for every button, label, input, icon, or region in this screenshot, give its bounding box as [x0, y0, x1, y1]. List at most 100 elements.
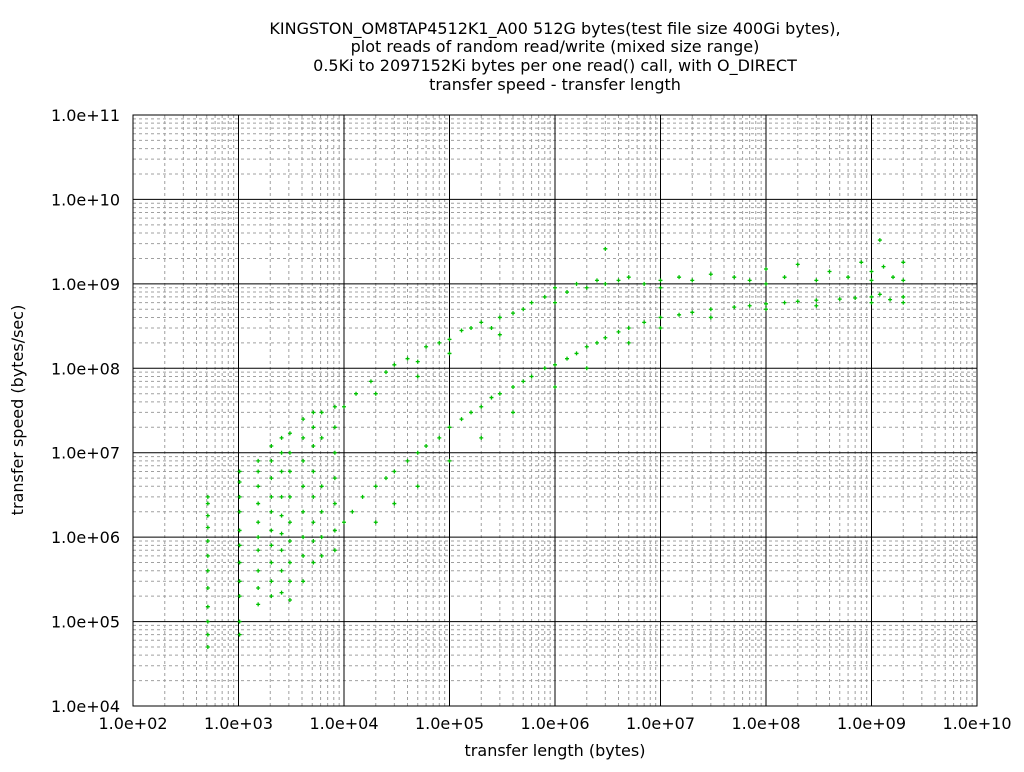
data-point [279, 469, 284, 474]
data-point [237, 509, 242, 514]
y-tick-label: 1.0e+05 [51, 613, 120, 632]
data-point [279, 590, 284, 595]
data-point [287, 494, 292, 499]
data-point [642, 320, 647, 325]
data-point [565, 356, 570, 361]
data-point [287, 579, 292, 584]
data-point [603, 246, 608, 251]
data-point [237, 479, 242, 484]
data-point [237, 543, 242, 548]
data-point [603, 281, 608, 286]
data-point [205, 585, 210, 590]
data-point [405, 356, 410, 361]
data-point [205, 494, 210, 499]
data-point [311, 560, 316, 565]
data-point [853, 295, 858, 300]
data-point [814, 298, 819, 303]
data-point [205, 513, 210, 518]
data-point [311, 425, 316, 430]
data-point [690, 310, 695, 315]
data-point [658, 285, 663, 290]
title-line-3: 0.5Ki to 2097152Ki bytes per one read() … [313, 56, 797, 76]
grid [132, 114, 978, 707]
data-point [205, 501, 210, 506]
data-point [459, 417, 464, 422]
data-point [319, 535, 324, 540]
data-point [301, 579, 306, 584]
data-point [332, 501, 337, 506]
data-point [311, 520, 316, 525]
data-point [677, 275, 682, 280]
data-point [269, 444, 274, 449]
data-point [342, 404, 346, 409]
data-point [256, 602, 261, 607]
data-point [795, 299, 800, 304]
data-point [256, 568, 261, 573]
data-point [415, 484, 420, 489]
data-point [658, 278, 663, 283]
data-point [373, 484, 378, 489]
data-point [732, 305, 737, 310]
data-point [360, 494, 365, 499]
data-point [888, 297, 893, 302]
data-point [269, 494, 274, 499]
data-point [782, 300, 787, 305]
data-point [708, 315, 713, 320]
data-point [747, 303, 752, 308]
data-point [437, 435, 442, 440]
data-point [782, 275, 787, 280]
data-point [603, 335, 608, 340]
data-point [287, 560, 292, 565]
plot-frame [132, 114, 978, 707]
data-point [447, 458, 452, 463]
data-point [205, 553, 210, 558]
x-tick-label: 1.0e+10 [942, 714, 1011, 733]
data-point [237, 494, 242, 499]
y-tick-label: 1.0e+10 [51, 190, 120, 209]
data-point [642, 281, 647, 286]
x-tick-label: 1.0e+05 [415, 714, 484, 733]
data-point [205, 568, 210, 573]
data-point [497, 391, 502, 396]
data-point [708, 307, 713, 312]
data-point [869, 294, 874, 299]
data-point [901, 278, 906, 283]
data-point [311, 444, 316, 449]
data-point [869, 269, 874, 274]
data-point [479, 404, 484, 409]
data-point [256, 535, 261, 540]
data-point [795, 262, 800, 267]
data-point [354, 391, 359, 396]
data-point [479, 320, 484, 325]
data-point [279, 531, 284, 536]
data-point [877, 238, 882, 243]
data-point [616, 329, 621, 334]
data-point [287, 598, 292, 603]
data-point [415, 359, 420, 364]
data-point [511, 385, 516, 390]
data-point [521, 307, 526, 312]
data-point [764, 307, 768, 312]
data-point [584, 285, 589, 290]
data-point [584, 366, 589, 371]
data-point [553, 385, 557, 390]
data-point [301, 458, 306, 463]
data-point [553, 300, 557, 305]
data-point [529, 374, 534, 379]
data-point [424, 344, 429, 349]
data-point [319, 509, 324, 514]
data-point [574, 281, 579, 286]
data-point [447, 351, 452, 356]
data-point [658, 315, 663, 320]
data-point [319, 553, 324, 558]
data-point [319, 410, 324, 415]
data-point [256, 548, 261, 553]
data-point [279, 494, 284, 499]
data-point [626, 340, 631, 345]
data-point [287, 469, 292, 474]
data-point [497, 332, 502, 337]
data-point [256, 484, 261, 489]
title-line-2: plot reads of random read/write (mixed s… [351, 37, 760, 56]
data-point [311, 410, 316, 415]
data-point [287, 450, 292, 455]
